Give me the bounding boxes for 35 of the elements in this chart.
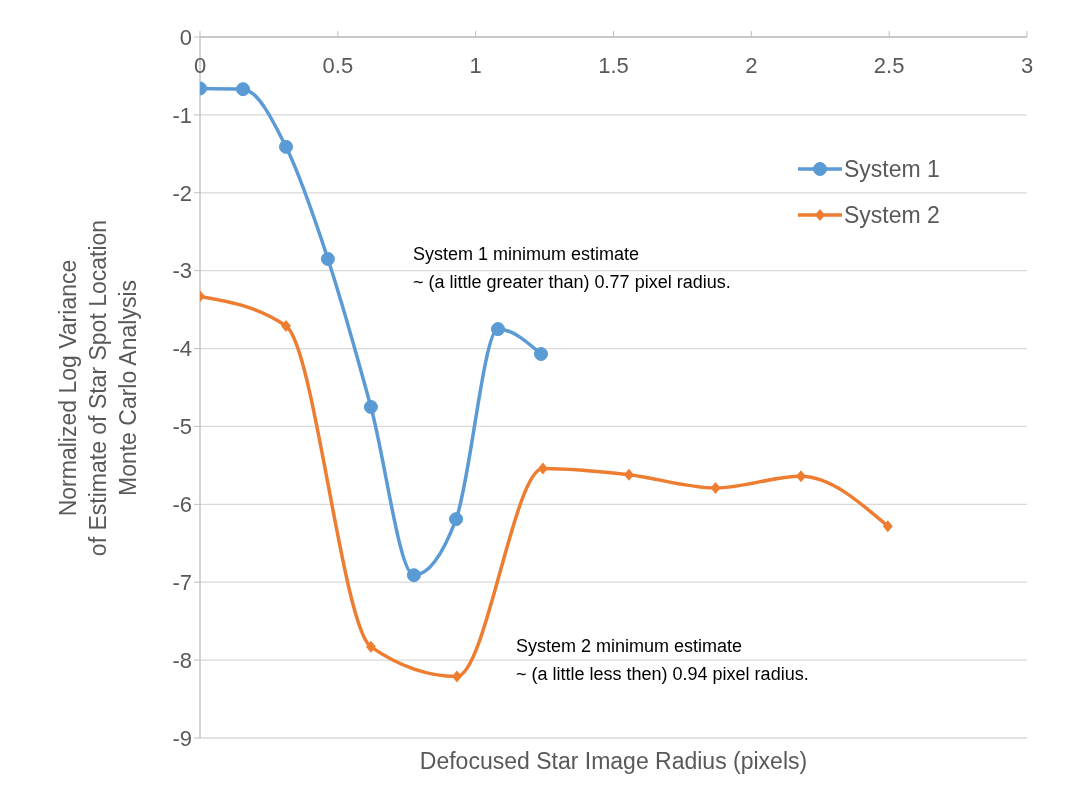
y-tick-label: -7 — [172, 570, 192, 596]
point — [882, 520, 893, 533]
point — [710, 481, 721, 494]
y-tick-label: -5 — [172, 414, 192, 440]
y-tick-label: -1 — [172, 102, 192, 128]
y-tick-label: -4 — [172, 336, 192, 362]
point — [449, 512, 464, 527]
y-tick-label: -3 — [172, 258, 192, 284]
annotation: System 2 minimum estimate ~ (a little less then) 0.94 pixel radius. — [516, 635, 809, 686]
x-tick-label: 3 — [1020, 53, 1034, 78]
point — [365, 640, 376, 653]
point — [281, 319, 292, 332]
legend-label: System 1 — [844, 155, 940, 183]
point — [537, 462, 548, 475]
point — [279, 139, 294, 154]
x-tick-label: 2 — [745, 53, 758, 78]
legend-label: System 2 — [844, 201, 940, 229]
y-tick-label: -9 — [172, 725, 192, 751]
point — [363, 399, 378, 414]
x-tick-label: 1.5 — [598, 53, 629, 78]
x-tick-label: 0.5 — [322, 53, 354, 78]
y-tick-label: 0 — [179, 24, 192, 50]
point — [320, 251, 335, 266]
annotation: System 1 minimum estimate ~ (a little greater than) 0.77 pixel radius. — [413, 243, 731, 294]
point — [534, 347, 548, 362]
x-tick-label: 1 — [469, 53, 482, 78]
point — [236, 82, 250, 97]
y-tick-label: -8 — [172, 647, 192, 673]
point — [491, 322, 505, 337]
x-axis-title: Defocused Star Image Radius (pixels) — [418, 748, 809, 775]
y-tick-label: -6 — [172, 492, 192, 518]
point — [406, 568, 421, 583]
x-tick-label: 2.5 — [873, 53, 905, 78]
y-tick-label: -2 — [172, 180, 192, 206]
y-axis-title: Normalized Log Variance of Estimate of Star Spot Location Monte Carlo Analysis — [54, 219, 142, 557]
